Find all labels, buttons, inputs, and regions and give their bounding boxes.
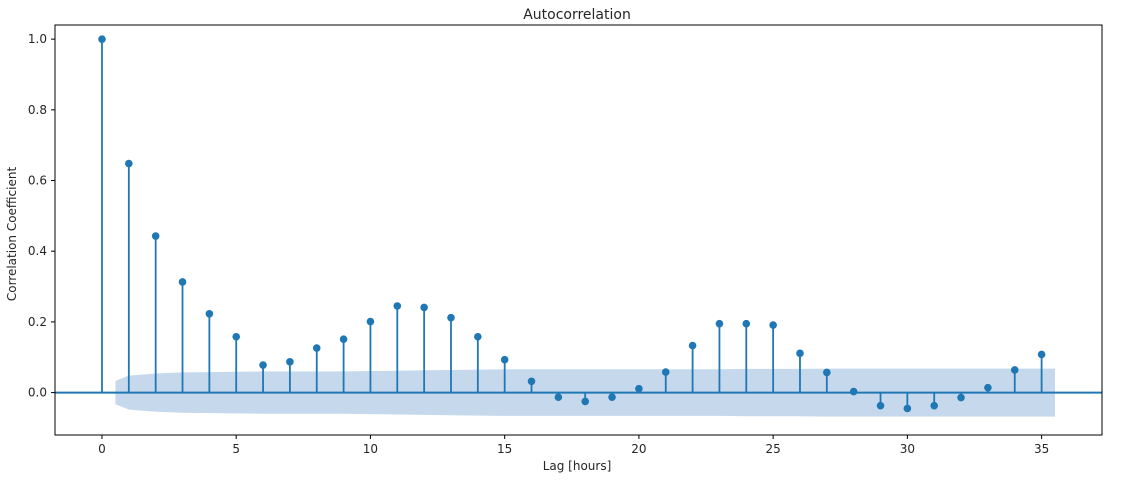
x-tick-label: 15 [497, 442, 512, 456]
data-point [1037, 350, 1046, 359]
data-point [796, 349, 804, 358]
data-point [715, 319, 724, 328]
data-point [393, 302, 402, 310]
data-point [957, 393, 965, 402]
data-point [984, 383, 992, 392]
x-tick-label: 5 [232, 442, 240, 456]
data-point [312, 344, 321, 352]
data-point [286, 358, 294, 366]
data-point [98, 35, 106, 43]
axes-layer: 0 5 10 15 20 25 30 35 0.0 0.2 0.4 0.6 0.8 1.0 [28, 24, 1103, 456]
x-tick-label: 35 [1034, 442, 1049, 456]
x-tick-label: 25 [765, 442, 780, 456]
data-point [581, 397, 590, 406]
data-point [500, 355, 509, 364]
data-point [232, 332, 241, 341]
chart-title: Autocorrelation [523, 7, 631, 23]
data-point [823, 368, 831, 377]
x-tick-label: 20 [631, 442, 646, 456]
data-point [742, 319, 751, 328]
data-point [178, 278, 187, 286]
data-point [608, 393, 616, 401]
data-point [1010, 366, 1019, 374]
y-axis-title: Correlation Coefficient [5, 167, 19, 302]
stem-layer [55, 35, 1102, 413]
data-point [688, 341, 697, 350]
data-point [876, 401, 885, 410]
data-point [527, 377, 536, 386]
x-tick-label: 30 [900, 442, 915, 456]
y-tick-label: 0.6 [28, 174, 47, 188]
data-point [930, 401, 939, 410]
x-tick-label: 0 [98, 442, 106, 456]
data-point [635, 384, 643, 393]
data-point [903, 404, 912, 413]
y-tick-label: 0.8 [28, 103, 47, 117]
data-point [447, 313, 455, 322]
data-point [205, 309, 214, 318]
data-point [125, 159, 133, 168]
x-axis-title: Lag [hours] [543, 459, 612, 473]
data-point [849, 387, 858, 396]
data-point [259, 361, 267, 369]
y-tick-label: 0.2 [28, 315, 47, 329]
x-tick-label: 10 [363, 442, 378, 456]
y-tick-label: 0.0 [28, 386, 47, 400]
data-point [661, 368, 670, 376]
data-point [366, 317, 375, 326]
data-point [420, 303, 428, 312]
y-tick-label: 1.0 [28, 32, 47, 46]
data-point [769, 321, 777, 329]
data-point [151, 232, 160, 240]
data-point [554, 393, 563, 401]
data-point [339, 335, 348, 344]
plot-frame [54, 24, 1103, 436]
data-point [474, 332, 482, 341]
y-tick-label: 0.4 [28, 244, 47, 258]
